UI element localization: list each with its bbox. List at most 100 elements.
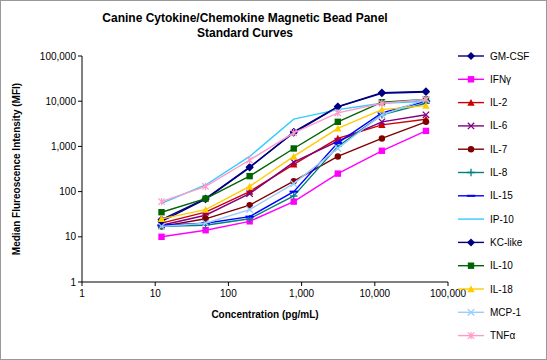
marker	[290, 153, 297, 160]
y-tick	[78, 191, 82, 192]
legend-marker	[467, 52, 475, 60]
marker	[158, 223, 164, 229]
legend-marker	[468, 123, 474, 129]
x-axis-label: Concentration (pg/mL)	[211, 309, 318, 320]
legend-label: GM-CSF	[490, 51, 529, 62]
y-tick-label: 10	[65, 231, 77, 242]
legend-label: IL-18	[490, 284, 513, 295]
marker	[291, 145, 297, 151]
marker	[202, 220, 208, 226]
x-tick	[155, 282, 156, 286]
marker	[246, 173, 252, 179]
marker	[335, 170, 341, 176]
marker	[202, 195, 208, 201]
title-line: Standard Curves	[197, 26, 293, 40]
marker	[291, 180, 297, 186]
legend-label: KC-like	[490, 237, 523, 248]
chart-border	[1, 1, 547, 360]
y-axis-label: Median Flureoscence Intensity (MFI)	[11, 83, 22, 255]
legend-label: IL-7	[490, 144, 508, 155]
x-tick	[228, 282, 229, 286]
marker	[291, 159, 297, 165]
series-line	[162, 99, 426, 201]
marker	[334, 125, 341, 132]
marker	[335, 109, 341, 116]
legend-label: IL-8	[490, 167, 508, 178]
series-line	[162, 106, 426, 219]
series	[158, 115, 430, 226]
marker	[158, 209, 164, 215]
series-line	[162, 99, 426, 212]
legend-label: TNFα	[490, 330, 515, 341]
x-tick-label: 10,000	[360, 288, 391, 299]
marker	[423, 119, 429, 125]
legend-marker	[468, 263, 474, 269]
title-line: Canine Cytokine/Chemokine Magnetic Bead …	[102, 11, 387, 25]
legend: GM-CSFIFNγIL-2IL-6IL-7IL-8IL-15IP-10KC-l…	[458, 51, 529, 342]
marker	[246, 215, 253, 222]
series	[157, 101, 430, 225]
y-tick	[78, 101, 82, 102]
marker	[379, 135, 385, 141]
marker	[246, 190, 252, 196]
y-tick-label: 100	[59, 186, 76, 197]
legend-marker	[468, 146, 474, 152]
series-line	[162, 119, 426, 223]
y-axis	[82, 56, 83, 282]
series-line	[162, 115, 426, 225]
legend-label: IL-10	[490, 260, 513, 271]
x-tick	[374, 282, 375, 286]
marker	[378, 89, 386, 97]
marker	[246, 156, 252, 163]
series	[158, 87, 430, 225]
marker	[379, 148, 385, 154]
legend-marker	[467, 169, 474, 176]
legend-marker	[467, 195, 475, 197]
series-line	[162, 101, 426, 225]
marker	[158, 215, 165, 222]
x-axis	[82, 282, 448, 283]
y-tick	[78, 56, 82, 57]
marker	[202, 195, 210, 203]
marker	[246, 206, 252, 212]
series-line	[162, 103, 426, 226]
series	[158, 96, 429, 206]
legend-label: IFNγ	[490, 74, 511, 85]
x-tick-label: 1,000	[289, 288, 314, 299]
marker	[335, 153, 341, 159]
x-tick	[448, 282, 449, 286]
marker	[246, 164, 254, 172]
legend-marker	[467, 99, 474, 106]
marker	[334, 142, 342, 144]
marker	[423, 112, 429, 118]
y-tick-label: 100,000	[40, 51, 77, 62]
y-tick	[78, 146, 82, 147]
marker	[158, 198, 164, 205]
marker	[423, 96, 429, 103]
marker	[202, 206, 209, 213]
marker	[379, 100, 385, 107]
marker	[378, 89, 386, 97]
x-tick	[82, 282, 83, 286]
marker	[245, 216, 253, 218]
marker	[202, 195, 210, 203]
marker	[246, 183, 253, 190]
marker	[291, 129, 297, 136]
marker	[158, 234, 164, 240]
series	[158, 119, 429, 230]
marker	[290, 191, 298, 193]
legend-marker	[468, 309, 474, 315]
marker	[379, 112, 385, 118]
legend-label: IP-10	[490, 214, 514, 225]
series	[158, 102, 430, 222]
plot-area	[157, 87, 430, 240]
series-line	[162, 131, 426, 237]
y-tick-label: 1,000	[51, 141, 76, 152]
y-tick-label: 1	[70, 277, 76, 288]
y-tick	[78, 282, 82, 283]
series	[158, 96, 429, 229]
x-tick-label: 1	[79, 288, 85, 299]
series	[158, 88, 430, 224]
x-tick-label: 100	[220, 288, 237, 299]
legend-marker	[467, 238, 475, 246]
